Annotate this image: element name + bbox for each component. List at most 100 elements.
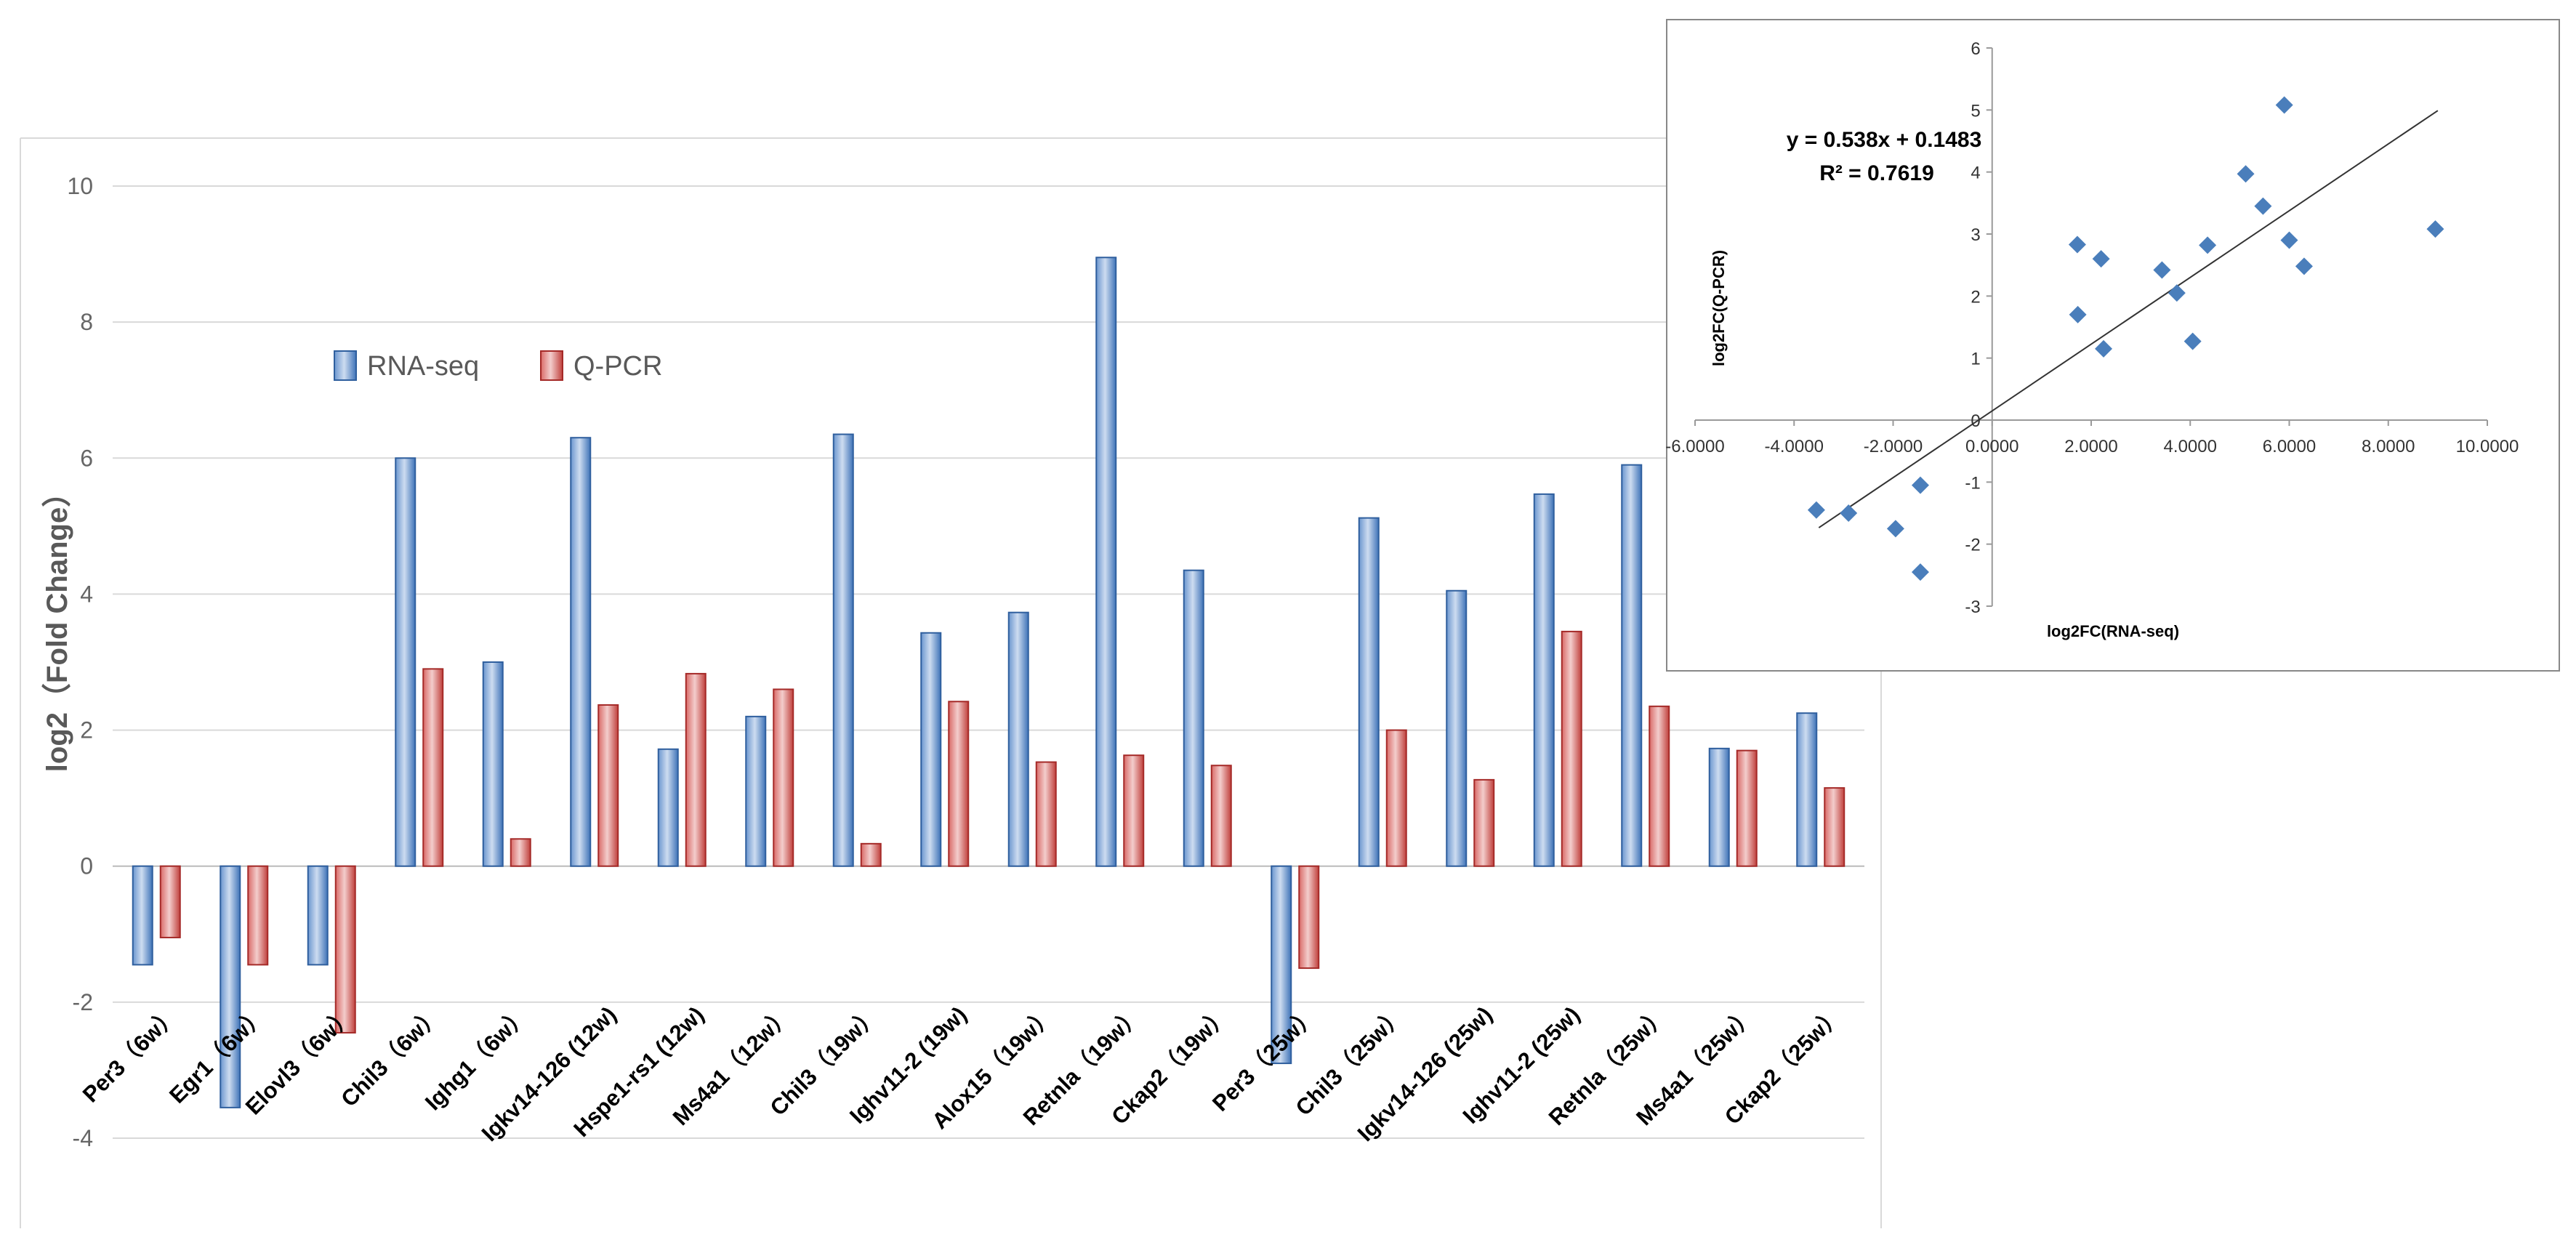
scatter-point [1911, 476, 1929, 494]
scatter-point [2068, 235, 2086, 254]
inset-x-tick-label: 6.0000 [2263, 437, 2316, 456]
bar-q-pcr [1649, 705, 1670, 867]
y-tick-label: 10 [67, 173, 93, 199]
bar-rna-seq [1095, 257, 1117, 867]
bar-q-pcr [773, 688, 794, 867]
bar-q-pcr [1385, 729, 1407, 867]
inset-y-tick-label: -1 [1965, 473, 1980, 493]
bar-q-pcr [1035, 761, 1057, 867]
scatter-point [2095, 339, 2113, 358]
bar-q-pcr [334, 865, 356, 1034]
bar-rna-seq [1621, 464, 1643, 867]
inset-y-tick-label: 6 [1971, 39, 1980, 59]
inset-frame [1666, 19, 2560, 672]
bar-q-pcr [247, 865, 269, 966]
inset-y-tick-label: 3 [1971, 225, 1980, 245]
bar-rna-seq [1358, 517, 1380, 867]
inset-x-tick-label: -4.0000 [1765, 437, 1824, 456]
inset-y-tick-label: 4 [1971, 164, 1980, 183]
y-tick-label: -4 [73, 1125, 93, 1151]
inset-x-axis-label: log2FC(RNA-seq) [2047, 622, 2179, 640]
bar-rna-seq [920, 632, 942, 867]
bar-q-pcr [1736, 749, 1758, 867]
scatter-point [1886, 520, 1904, 538]
y-tick-label: -2 [73, 989, 93, 1015]
inset-x-tick-label: 0.0000 [1965, 437, 2018, 456]
bar-rna-seq [570, 437, 592, 867]
inset-axes [1694, 47, 2488, 607]
scatter-point [2275, 96, 2293, 114]
bar-q-pcr [1298, 865, 1320, 970]
y-tick-label: 0 [80, 853, 93, 879]
y-tick-label: 2 [80, 717, 93, 744]
main-y-axis-label: log2（Fold Change） [41, 478, 73, 772]
scatter-point [2183, 332, 2202, 350]
scatter-point [2295, 257, 2313, 275]
y-tick-label: 8 [80, 309, 93, 335]
scatter-point [2254, 197, 2272, 215]
inset-x-tick-label: -2.0000 [1864, 437, 1923, 456]
bar-q-pcr [1824, 787, 1846, 867]
bar-rna-seq [395, 457, 416, 867]
legend-label-q-pcr: Q-PCR [573, 351, 662, 382]
inset-y-axis-label: log2FC(Q-PCR) [1710, 250, 1728, 366]
inset-y-tick-label: -2 [1965, 536, 1980, 555]
bar-rna-seq [1708, 747, 1730, 867]
bar-rna-seq [1183, 569, 1204, 867]
bar-rna-seq [1533, 493, 1555, 867]
inset-x-tick-label: 2.0000 [2064, 437, 2117, 456]
bar-rna-seq [745, 715, 767, 867]
bar-q-pcr [510, 838, 531, 867]
scatter-point [2168, 284, 2186, 302]
bar-rna-seq [482, 661, 504, 867]
inset-trendline [1818, 110, 2439, 528]
bar-rna-seq [220, 865, 241, 1108]
bar-rna-seq [307, 865, 329, 966]
scatter-point [2069, 305, 2087, 323]
scatter-point [1911, 563, 1929, 581]
inset-tick-labels: -6.0000 -4.0000 -2.0000 0.0000 2.0000 4.0000 6… [1666, 39, 2519, 617]
bar-q-pcr [948, 701, 970, 867]
bar-rna-seq [832, 433, 854, 867]
main-y-tick-labels: 10 8 6 4 2 0 -2 -4 [67, 173, 93, 1151]
bar-q-pcr [685, 672, 707, 867]
bar-q-pcr [1561, 630, 1582, 867]
bar-q-pcr [1473, 778, 1495, 867]
main-bars [132, 257, 1846, 1108]
legend-swatch-rna-seq [334, 350, 357, 381]
bar-q-pcr [597, 704, 619, 867]
inset-y-tick-label: 1 [1971, 350, 1980, 369]
inset-r-squared: R² = 0.7619 [1819, 161, 1934, 185]
bar-q-pcr [1123, 754, 1145, 867]
bar-q-pcr [860, 842, 882, 867]
bar-q-pcr [1210, 765, 1232, 867]
bar-rna-seq [1446, 589, 1468, 867]
scatter-point [2237, 165, 2255, 183]
inset-y-tick-label: 5 [1971, 101, 1980, 121]
y-tick-label: 4 [80, 581, 93, 607]
main-category-labels: Per3（6w）Egr1（6w）Elovl3（6w）Chil3（6w）Ighg1… [78, 1002, 1848, 1146]
scatter-point [2280, 231, 2298, 249]
scatter-inset-chart: -6.0000 -4.0000 -2.0000 0.0000 2.0000 4.0000 6… [1666, 19, 2560, 672]
main-legend: RNA-seq Q-PCR [334, 350, 662, 382]
scatter-point [2153, 261, 2171, 279]
scatter-point [1840, 504, 1858, 522]
inset-trendline-line [1818, 110, 2439, 528]
legend-swatch-q-pcr [540, 350, 563, 381]
bar-rna-seq [1007, 611, 1029, 867]
inset-points [1807, 96, 2444, 581]
inset-x-tick-label: 8.0000 [2362, 437, 2415, 456]
inset-x-tick-label: -6.0000 [1666, 437, 1725, 456]
scatter-point [1807, 501, 1825, 519]
inset-x-tick-label: 4.0000 [2164, 437, 2217, 456]
bar-q-pcr [422, 668, 444, 867]
bar-rna-seq [657, 748, 679, 867]
inset-y-tick-label: -3 [1965, 597, 1980, 617]
bar-rna-seq [132, 865, 153, 966]
bar-rna-seq [1271, 865, 1292, 1065]
scatter-point [2199, 236, 2217, 254]
inset-equation: y = 0.538x + 0.1483 [1787, 128, 1982, 152]
bar-q-pcr [159, 865, 181, 938]
bar-rna-seq [1796, 712, 1818, 867]
